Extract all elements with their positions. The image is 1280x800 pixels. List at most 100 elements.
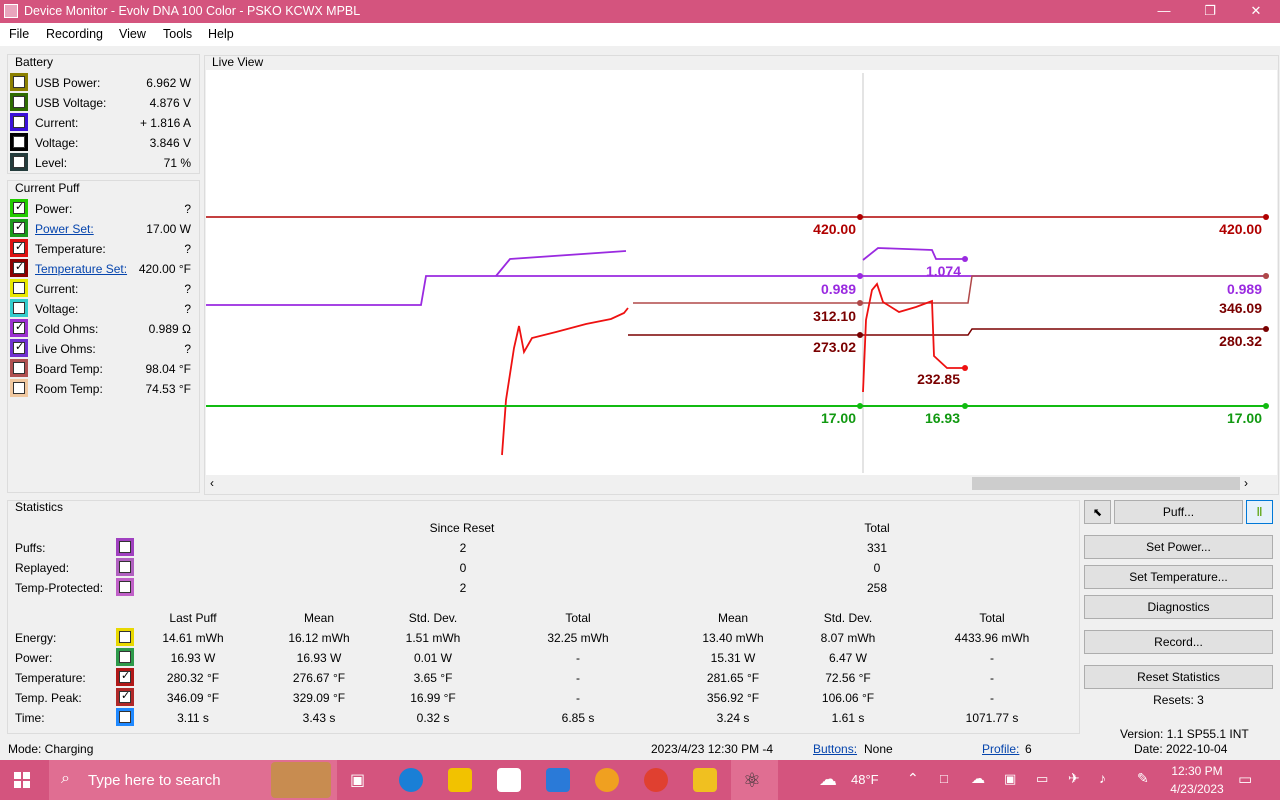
minimize-button[interactable]: —: [1157, 3, 1171, 18]
stat-count-swatch[interactable]: [116, 558, 134, 576]
tray-camera-icon[interactable]: □: [940, 771, 948, 786]
battery-swatch[interactable]: [10, 153, 28, 171]
mail-icon[interactable]: [546, 768, 570, 792]
stat-total-value: 0: [873, 561, 881, 575]
puff-swatch[interactable]: [10, 299, 28, 317]
stat-cell: 16.12 mWh: [288, 631, 350, 645]
puff-swatch[interactable]: [10, 279, 28, 297]
pen-icon[interactable]: ✎: [1137, 770, 1149, 786]
chrome-icon[interactable]: [644, 768, 668, 792]
stat-count-swatch[interactable]: [116, 538, 134, 556]
task-view-icon[interactable]: ▣: [350, 772, 366, 789]
diagnostics-button[interactable]: Diagnostics: [1084, 595, 1273, 619]
battery-swatch[interactable]: [10, 113, 28, 131]
menu-recording[interactable]: Recording: [46, 27, 103, 41]
stat-cell: 0.01 W: [413, 651, 452, 665]
total-header: Total: [864, 521, 890, 535]
stat-count-label: Replayed:: [15, 561, 70, 575]
word-app-icon[interactable]: [693, 768, 717, 792]
profile-link[interactable]: Profile:: [982, 742, 1020, 756]
puff-button[interactable]: Puff...: [1114, 500, 1243, 524]
set-temperature-button[interactable]: Set Temperature...: [1084, 565, 1273, 589]
profile-value: 6: [1025, 742, 1032, 756]
puff-value: ?: [184, 342, 191, 356]
maximize-button[interactable]: ❐: [1204, 3, 1216, 18]
puff-setting-link[interactable]: Temperature Set:: [35, 262, 128, 276]
buttons-link[interactable]: Buttons:: [813, 742, 858, 756]
shield-app-icon[interactable]: [595, 768, 619, 792]
battery-group: [7, 54, 200, 174]
stat-since-value: 0: [459, 561, 467, 575]
stat-column-header: Last Puff: [169, 611, 217, 625]
pause-button[interactable]: ‖: [1246, 500, 1273, 524]
puff-label: Current:: [35, 282, 79, 296]
puff-swatch[interactable]: [10, 339, 28, 357]
chevron-up-icon[interactable]: ⌃: [907, 770, 919, 786]
close-button[interactable]: ✕: [1250, 3, 1262, 18]
menu-file[interactable]: File: [9, 27, 30, 41]
tray-cloud-icon[interactable]: ☁: [971, 770, 985, 786]
store-icon[interactable]: [497, 768, 521, 792]
reset-statistics-button[interactable]: Reset Statistics: [1084, 665, 1273, 689]
notifications-icon[interactable]: ▭: [1238, 771, 1253, 788]
battery-value: + 1.816 A: [139, 116, 191, 130]
cursor-tool-button[interactable]: ⬉: [1084, 500, 1111, 524]
stat-row-swatch[interactable]: [116, 628, 134, 646]
puff-swatch[interactable]: [10, 199, 28, 217]
puff-swatch[interactable]: [10, 259, 28, 277]
stat-row-swatch[interactable]: [116, 688, 134, 706]
menu-help[interactable]: Help: [208, 27, 234, 41]
volume-icon[interactable]: ♪: [1099, 770, 1106, 786]
edge-icon[interactable]: [399, 768, 423, 792]
chart-scrollbar[interactable]: ‹ ›: [206, 475, 1256, 492]
windows-start-icon[interactable]: [12, 770, 32, 790]
stat-cell: 4433.96 mWh: [954, 631, 1030, 645]
menu-bar: File Recording View Tools Help: [0, 23, 1280, 46]
temperature-line-prev: [501, 307, 629, 456]
clock-date[interactable]: 4/23/2023: [1170, 782, 1224, 796]
stat-row-swatch[interactable]: [116, 708, 134, 726]
battery-swatch[interactable]: [10, 93, 28, 111]
record-button[interactable]: Record...: [1084, 630, 1273, 654]
puff-swatch[interactable]: [10, 359, 28, 377]
stat-column-header: Total: [565, 611, 591, 625]
stat-row-swatch-checkbox: [119, 711, 131, 723]
battery-swatch[interactable]: [10, 133, 28, 151]
device-monitor-taskbar-item[interactable]: ⚛: [731, 760, 778, 800]
battery-swatch-checkbox: [13, 136, 25, 148]
taskbar-search[interactable]: ⌕ Type here to search: [49, 760, 337, 800]
weather-temp[interactable]: 48°F: [851, 772, 879, 787]
temp-label: 280.32: [1219, 333, 1262, 349]
power-point: [962, 403, 968, 409]
puff-swatch[interactable]: [10, 379, 28, 397]
clock-time[interactable]: 12:30 PM: [1171, 764, 1223, 778]
file-explorer-icon[interactable]: [448, 768, 472, 792]
stat-row-swatch[interactable]: [116, 668, 134, 686]
battery-value: 4.876 V: [149, 96, 191, 110]
stat-cell: 281.65 °F: [706, 671, 760, 685]
tray-app-icon[interactable]: ▣: [1004, 771, 1017, 786]
stat-count-swatch[interactable]: [116, 578, 134, 596]
live-view-chart[interactable]: 420.00 420.00 0.989 0.989 1.074 312.10 346.09 2…: [206, 70, 1277, 475]
current-puff-title: Current Puff: [15, 181, 80, 195]
stat-column-header: Mean: [303, 611, 335, 625]
menu-view[interactable]: View: [119, 27, 146, 41]
menu-tools[interactable]: Tools: [163, 27, 193, 41]
temp-set-label: 420.00: [813, 221, 856, 237]
battery-label: USB Power:: [35, 76, 101, 90]
battery-swatch[interactable]: [10, 73, 28, 91]
resets-count: Resets: 3: [1153, 693, 1204, 707]
airplane-icon[interactable]: ✈: [1068, 770, 1080, 786]
battery-icon[interactable]: ▭: [1036, 771, 1049, 786]
since-reset-header: Since Reset: [429, 521, 495, 535]
scroll-thumb[interactable]: [972, 477, 1240, 490]
scroll-right-icon[interactable]: ›: [1244, 476, 1248, 490]
stat-row-swatch[interactable]: [116, 648, 134, 666]
temp-label: 273.02: [813, 339, 856, 355]
puff-swatch[interactable]: [10, 219, 28, 237]
puff-swatch[interactable]: [10, 319, 28, 337]
puff-swatch[interactable]: [10, 239, 28, 257]
scroll-left-icon[interactable]: ‹: [210, 476, 214, 490]
set-power-button[interactable]: Set Power...: [1084, 535, 1273, 559]
puff-setting-link[interactable]: Power Set:: [35, 222, 94, 236]
